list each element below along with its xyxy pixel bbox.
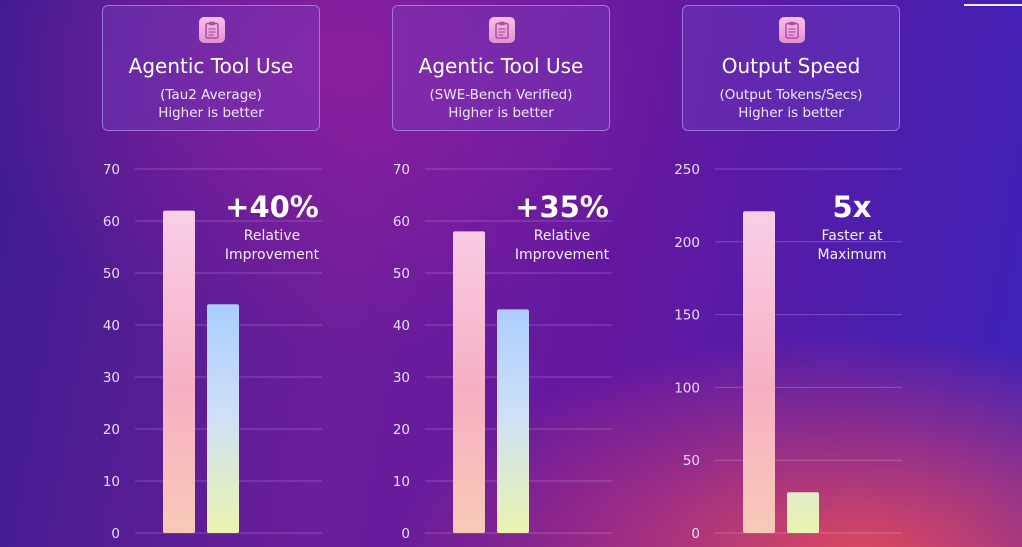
- bar-chart: 0 50 100 150 200 250: [674, 162, 902, 542]
- bar-new-model: [453, 231, 485, 533]
- annotation-line-1: Relative: [243, 228, 301, 244]
- chart-panel-3: Output Speed (Output Tokens/Secs) Higher…: [580, 0, 902, 547]
- chart-title: Agentic Tool Use: [128, 54, 294, 78]
- clipboard-icon: [779, 17, 805, 43]
- clipboard-icon: [199, 17, 225, 43]
- annotation-line-2: Maximum: [817, 247, 887, 263]
- y-tick-label: 20: [393, 422, 410, 438]
- chart-panel-1: Agentic Tool Use (Tau2 Average) Higher i…: [0, 0, 322, 547]
- bar-baseline: [787, 492, 819, 533]
- y-tick-label: 10: [393, 474, 410, 490]
- y-tick-label: 0: [401, 526, 410, 542]
- y-tick-label: 0: [691, 526, 700, 542]
- bar-chart: 0 10 20 30 40 50 60 70: [103, 162, 322, 542]
- clipboard-icon: [489, 17, 515, 43]
- chart-subtitle: (SWE-Bench Verified): [429, 87, 573, 103]
- chart-subtitle: (Tau2 Average): [160, 87, 262, 103]
- y-tick-label: 60: [103, 214, 120, 230]
- y-tick-label: 150: [674, 308, 700, 324]
- y-tick-label: 100: [674, 380, 700, 396]
- annotation-line-1: Relative: [533, 228, 591, 244]
- y-tick-label: 70: [103, 162, 120, 178]
- annotation-headline: 5x: [832, 190, 872, 224]
- y-tick-label: 10: [103, 474, 120, 490]
- y-tick-label: 40: [103, 318, 120, 334]
- bar-baseline: [497, 309, 529, 533]
- y-tick-label: 50: [683, 453, 700, 469]
- y-tick-label: 60: [393, 214, 410, 230]
- annotation-headline: +40%: [225, 190, 319, 224]
- chart-subtitle: (Output Tokens/Secs): [719, 87, 863, 103]
- chart-header-card: Output Speed (Output Tokens/Secs) Higher…: [682, 5, 900, 131]
- chart-note: Higher is better: [738, 105, 844, 121]
- bar-baseline: [207, 304, 239, 533]
- y-tick-label: 250: [674, 162, 700, 178]
- annotation-line-1: Faster at: [821, 228, 883, 244]
- y-tick-label: 30: [393, 370, 410, 386]
- chart-title: Agentic Tool Use: [418, 54, 584, 78]
- chart-note: Higher is better: [158, 105, 264, 121]
- y-tick-label: 0: [111, 526, 120, 542]
- annotation-headline: +35%: [515, 190, 609, 224]
- y-tick-label: 70: [393, 162, 410, 178]
- chart-panel-2: Agentic Tool Use (SWE-Bench Verified) Hi…: [290, 0, 612, 547]
- chart-header-card: Agentic Tool Use (SWE-Bench Verified) Hi…: [392, 5, 610, 131]
- bar-new-model: [163, 210, 195, 533]
- chart-header-card: Agentic Tool Use (Tau2 Average) Higher i…: [102, 5, 320, 131]
- bar-chart: 0 10 20 30 40 50 60 70: [393, 162, 612, 542]
- y-tick-label: 50: [393, 266, 410, 282]
- y-tick-label: 200: [674, 235, 700, 251]
- decorative-line: [964, 4, 1022, 6]
- y-tick-label: 40: [393, 318, 410, 334]
- y-tick-label: 50: [103, 266, 120, 282]
- chart-note: Higher is better: [448, 105, 554, 121]
- y-tick-label: 20: [103, 422, 120, 438]
- chart-title: Output Speed: [721, 54, 861, 78]
- annotation-line-2: Improvement: [514, 247, 610, 263]
- y-tick-label: 30: [103, 370, 120, 386]
- bar-new-model: [743, 211, 775, 533]
- annotation-line-2: Improvement: [224, 247, 320, 263]
